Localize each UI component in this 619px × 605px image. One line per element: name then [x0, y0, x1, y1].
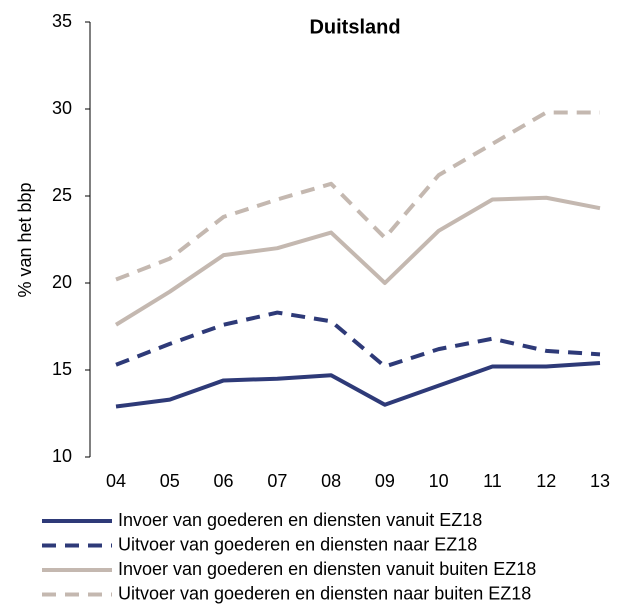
y-tick-label: 15: [52, 359, 72, 379]
x-tick-label: 07: [267, 471, 287, 491]
y-tick-label: 10: [52, 446, 72, 466]
x-tick-label: 12: [536, 471, 556, 491]
x-tick-label: 10: [429, 471, 449, 491]
x-tick-label: 05: [160, 471, 180, 491]
legend-label: Invoer van goederen en diensten vanuit b…: [118, 559, 536, 579]
y-tick-label: 25: [52, 185, 72, 205]
series-line: [115, 110, 600, 282]
x-tick-label: 09: [375, 471, 395, 491]
legend-label: Uitvoer van goederen en diensten naar EZ…: [118, 534, 477, 554]
x-tick-label: 11: [483, 471, 502, 491]
legend-label: Invoer van goederen en diensten vanuit E…: [118, 510, 482, 530]
series-line: [115, 361, 601, 409]
y-tick-label: 30: [52, 98, 72, 118]
y-tick-label: 35: [52, 11, 72, 31]
legend-label: Uitvoer van goederen en diensten naar bu…: [118, 583, 531, 603]
series-line: [115, 310, 601, 369]
x-tick-label: 04: [106, 471, 126, 491]
series-line: [114, 195, 601, 327]
y-axis-label: % van het bbp: [15, 182, 35, 297]
chart-title: Duitsland: [309, 16, 400, 38]
x-tick-label: 08: [321, 471, 341, 491]
x-tick-label: 06: [214, 471, 234, 491]
y-tick-label: 20: [52, 272, 72, 292]
x-tick-label: 13: [590, 471, 610, 491]
